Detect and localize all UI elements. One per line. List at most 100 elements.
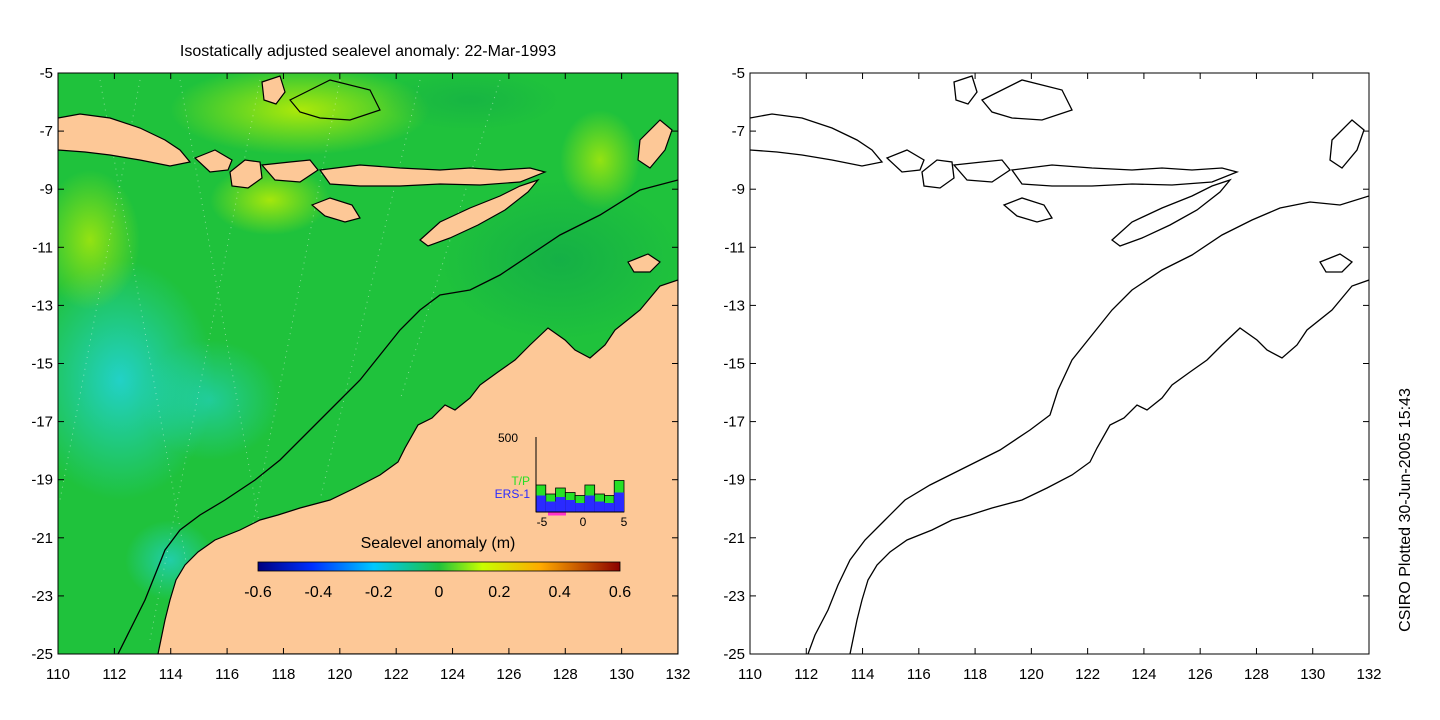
lombok-island bbox=[229, 159, 263, 189]
positive-anomaly-region bbox=[170, 73, 430, 155]
inset-xtick: 5 bbox=[621, 515, 628, 529]
x-tick-label: 124 bbox=[1131, 666, 1156, 683]
colorbar-label: Sealevel anomaly (m) bbox=[361, 535, 516, 552]
x-tick-label: 128 bbox=[1244, 666, 1269, 683]
java-island bbox=[58, 113, 192, 167]
negative-anomaly-region bbox=[140, 340, 280, 460]
timor-island bbox=[419, 178, 540, 247]
x-tick-label: 114 bbox=[851, 666, 875, 683]
inset-ers-bar bbox=[555, 497, 566, 512]
shelf-region bbox=[440, 180, 678, 340]
right-map-background bbox=[750, 73, 1369, 654]
colorbar-tick-label: 0 bbox=[435, 584, 444, 601]
colorbar-tick-label: -0.4 bbox=[305, 584, 333, 601]
x-tick-label: 126 bbox=[496, 666, 521, 683]
y-tick-label: -7 bbox=[732, 123, 745, 140]
small-island bbox=[261, 75, 286, 105]
y-tick-label: -25 bbox=[31, 646, 53, 663]
inset-legend-ers: ERS-1 bbox=[495, 487, 531, 501]
colorbar: Sealevel anomaly (m) -0.6 -0.4 -0.2 0 0.2 0.4… bbox=[244, 535, 631, 601]
y-tick-label: -15 bbox=[31, 356, 53, 373]
y-tick-label: -5 bbox=[732, 65, 745, 82]
colorbar-tick-label: 0.4 bbox=[549, 584, 571, 601]
left-map-title: Isostatically adjusted sealevel anomaly:… bbox=[180, 43, 556, 60]
x-tick-label: 122 bbox=[1075, 666, 1100, 683]
colorbar-tick-label: 0.2 bbox=[488, 584, 510, 601]
positive-anomaly-region bbox=[58, 170, 140, 310]
left-y-axis: -5 -7 -9 -11 -13 -15 -17 -19 -21 -23 -25 bbox=[31, 65, 678, 663]
x-tick-label: 116 bbox=[907, 666, 931, 683]
y-tick-label: -9 bbox=[40, 181, 53, 198]
tanimbar-island bbox=[637, 119, 673, 169]
y-tick-label: -11 bbox=[32, 239, 53, 256]
y-tick-label: -23 bbox=[31, 588, 53, 605]
small-island bbox=[627, 253, 661, 273]
inset-xtick: -5 bbox=[537, 515, 548, 529]
inset-bars bbox=[535, 480, 625, 513]
x-tick-label: 132 bbox=[665, 666, 690, 683]
inset-ers-bar bbox=[604, 503, 615, 512]
colorbar-ticks: -0.6 -0.4 -0.2 0 0.2 0.4 0.6 bbox=[244, 584, 631, 601]
reef-contour bbox=[289, 79, 381, 121]
shelf-contour bbox=[117, 179, 678, 654]
x-tick-label: 130 bbox=[1300, 666, 1325, 683]
plot-credit: CSIRO Plotted 30-Jun-2005 15:43 bbox=[1397, 388, 1414, 632]
y-tick-label: -9 bbox=[732, 181, 745, 198]
track-count-inset: 500 T/P ERS-1 -5 0 5 bbox=[495, 431, 628, 529]
colorbar-tick-label: -0.2 bbox=[365, 584, 393, 601]
bali-island bbox=[193, 149, 233, 173]
x-tick-label: 120 bbox=[327, 666, 352, 683]
coastline-outlines bbox=[750, 75, 1369, 654]
x-tick-label: 110 bbox=[738, 666, 762, 683]
x-tick-label: 126 bbox=[1188, 666, 1213, 683]
inset-ers-bar bbox=[584, 495, 595, 512]
x-tick-label: 110 bbox=[46, 666, 70, 683]
right-y-axis: -5 -7 -9 -11 -13 -15 -17 -19 -21 -23 -25 bbox=[723, 65, 1369, 663]
x-tick-label: 132 bbox=[1356, 666, 1381, 683]
inset-ers-bar bbox=[614, 492, 624, 512]
y-tick-label: -23 bbox=[723, 588, 745, 605]
y-tick-label: -11 bbox=[724, 239, 745, 256]
x-tick-label: 130 bbox=[609, 666, 634, 683]
x-tick-label: 118 bbox=[271, 666, 295, 683]
colorbar-tick-label: -0.6 bbox=[244, 584, 272, 601]
positive-anomaly-region bbox=[210, 165, 330, 235]
sumbawa-island bbox=[260, 159, 319, 183]
inset-ers-bar bbox=[565, 500, 576, 512]
inset-ers-bar bbox=[594, 501, 605, 512]
inset-ers-bar bbox=[536, 495, 546, 512]
y-tick-label: -21 bbox=[723, 530, 745, 547]
x-tick-label: 114 bbox=[159, 666, 183, 683]
x-tick-label: 118 bbox=[963, 666, 987, 683]
y-tick-label: -13 bbox=[723, 297, 745, 314]
inset-ymax-label: 500 bbox=[498, 431, 518, 445]
shelf-region bbox=[380, 73, 560, 130]
inset-ers-bar bbox=[545, 501, 556, 512]
y-tick-label: -17 bbox=[723, 414, 745, 431]
australia-landmass bbox=[157, 279, 678, 654]
inset-legend-tp: T/P bbox=[511, 474, 530, 488]
y-tick-label: -25 bbox=[723, 646, 745, 663]
right-x-axis: 110 112 114 116 118 120 122 124 126 128 130 132 bbox=[738, 73, 1382, 683]
inset-xtick: 0 bbox=[580, 515, 587, 529]
colorbar-tick-label: 0.6 bbox=[609, 584, 631, 601]
sumba-island bbox=[310, 197, 361, 223]
x-tick-label: 122 bbox=[384, 666, 409, 683]
x-tick-label: 120 bbox=[1019, 666, 1044, 683]
x-tick-label: 128 bbox=[553, 666, 578, 683]
y-tick-label: -13 bbox=[31, 297, 53, 314]
y-tick-label: -17 bbox=[31, 414, 53, 431]
left-map-plot bbox=[58, 73, 678, 654]
flores-island bbox=[318, 164, 547, 187]
colorbar-scale bbox=[257, 561, 621, 572]
y-tick-label: -5 bbox=[40, 65, 53, 82]
y-tick-label: -19 bbox=[31, 472, 53, 489]
inset-ers-bar bbox=[575, 503, 585, 512]
x-tick-label: 116 bbox=[215, 666, 239, 683]
y-tick-label: -21 bbox=[31, 530, 53, 547]
y-tick-label: -7 bbox=[40, 123, 53, 140]
x-tick-label: 112 bbox=[102, 666, 126, 683]
y-tick-label: -15 bbox=[723, 356, 745, 373]
right-map-plot bbox=[750, 73, 1369, 654]
